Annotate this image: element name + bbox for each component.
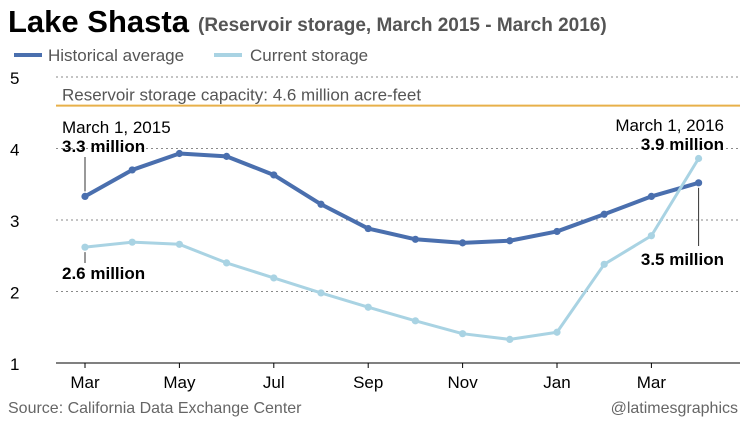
legend: Historical average Current storage [14,46,368,65]
series-line-historical [85,154,699,243]
legend-label-historical: Historical average [48,46,184,65]
x-tick-label: Nov [447,373,478,392]
data-point-historical [459,239,466,246]
y-tick-label: 4 [10,141,19,160]
data-point-historical [648,193,655,200]
data-point-historical [270,171,277,178]
annotation-end-current: 3.9 million [641,135,724,154]
data-point-historical [81,193,88,200]
x-tick-label: Mar [637,373,667,392]
lake-shasta-chart: Lake Shasta (Reservoir storage, March 20… [0,0,750,422]
x-tick-label: Sep [353,373,383,392]
data-point-current [695,155,702,162]
annotation-start-current: 2.6 million [62,264,145,283]
data-point-historical [506,237,513,244]
chart-subtitle: (Reservoir storage, March 2015 - March 2… [198,15,607,36]
data-point-current [459,330,466,337]
y-tick-label: 1 [10,355,19,374]
data-point-current [506,336,513,343]
data-point-current [601,261,608,268]
capacity-reference: Reservoir storage capacity: 4.6 million … [56,86,740,106]
x-tick-label: Mar [70,373,100,392]
legend-label-current: Current storage [250,46,368,65]
data-point-current [365,304,372,311]
chart-title: Lake Shasta [8,4,190,39]
x-axis: Mar May Jul Sep Nov Jan Mar [70,363,666,392]
data-point-current [553,329,560,336]
data-point-historical [412,236,419,243]
y-tick-label: 3 [10,212,19,231]
series-line-current [85,159,699,340]
data-point-current [81,244,88,251]
annotation-end-historical: 3.5 million [641,250,724,269]
annotation-start-historical: 3.3 million [62,137,145,156]
data-point-current [412,317,419,324]
series [81,150,702,343]
y-axis: 1 2 3 4 5 [10,69,19,374]
data-point-historical [317,201,324,208]
credit-note: @latimesgraphics [611,400,738,417]
data-point-historical [365,225,372,232]
data-point-historical [601,211,608,218]
data-point-current [129,239,136,246]
x-tick-label: Jul [263,373,285,392]
y-tick-label: 5 [10,69,19,88]
data-point-historical [176,150,183,157]
data-point-current [270,274,277,281]
x-tick-label: Jan [543,373,570,392]
annotations: March 1, 2015 3.3 million 2.6 million Ma… [62,116,724,283]
capacity-label: Reservoir storage capacity: 4.6 million … [62,86,421,105]
data-point-historical [553,228,560,235]
annotation-end-date: March 1, 2016 [615,116,724,135]
data-point-current [317,289,324,296]
annotation-start-date: March 1, 2015 [62,118,171,137]
source-note: Source: California Data Exchange Center [8,400,302,417]
data-point-historical [129,166,136,173]
data-point-current [176,241,183,248]
y-tick-label: 2 [10,284,19,303]
data-point-historical [223,153,230,160]
data-point-current [223,259,230,266]
data-point-current [648,232,655,239]
x-tick-label: May [163,373,196,392]
data-point-historical [695,179,702,186]
